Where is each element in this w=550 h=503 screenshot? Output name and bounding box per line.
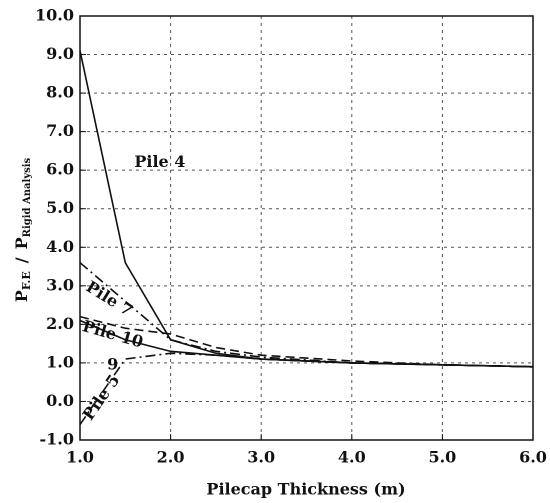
- y-tick-label: 9.0: [46, 44, 74, 63]
- y-tick-label: 6.0: [46, 160, 74, 179]
- y-tick-label: 4.0: [46, 237, 74, 256]
- plot-frame: [79, 15, 534, 441]
- y-tick-label: 2.0: [46, 314, 74, 333]
- x-tick-label: 4.0: [338, 448, 366, 467]
- series-line: [79, 319, 534, 368]
- y-label-slash: /: [12, 257, 31, 263]
- y-label-p: P: [12, 237, 31, 249]
- x-tick-label: 1.0: [66, 448, 94, 467]
- x-tick-label: 3.0: [247, 448, 275, 467]
- y-tick-label: 10.0: [35, 6, 74, 25]
- y-tick-label: 3.0: [46, 275, 74, 294]
- y-tick-label: 0.0: [46, 391, 74, 410]
- y-tick-label: -1.0: [40, 430, 74, 449]
- y-tick-label: 5.0: [46, 198, 74, 217]
- series-line: [79, 262, 534, 368]
- x-tick-label: 5.0: [428, 448, 456, 467]
- series-label: Pile 7: [83, 277, 136, 320]
- series-label: Pile 5: [79, 371, 124, 424]
- y-tick-label: 8.0: [46, 83, 74, 102]
- y-tick-label: 7.0: [46, 121, 74, 140]
- y-label-sub: F.E: [20, 271, 33, 290]
- series-label: 9: [107, 354, 118, 373]
- y-axis-label: PF.E/PRigid Analysis: [12, 157, 34, 302]
- x-axis-label: Pilecap Thickness (m): [206, 480, 405, 499]
- series-label: Pile 4: [134, 152, 185, 171]
- y-tick-label: 1.0: [46, 352, 74, 371]
- series-line: [79, 352, 534, 426]
- y-label-p: P: [12, 290, 31, 302]
- x-tick-label: 2.0: [157, 448, 185, 467]
- y-label-sub: Rigid Analysis: [22, 157, 33, 237]
- x-tick-label: 6.0: [519, 448, 547, 467]
